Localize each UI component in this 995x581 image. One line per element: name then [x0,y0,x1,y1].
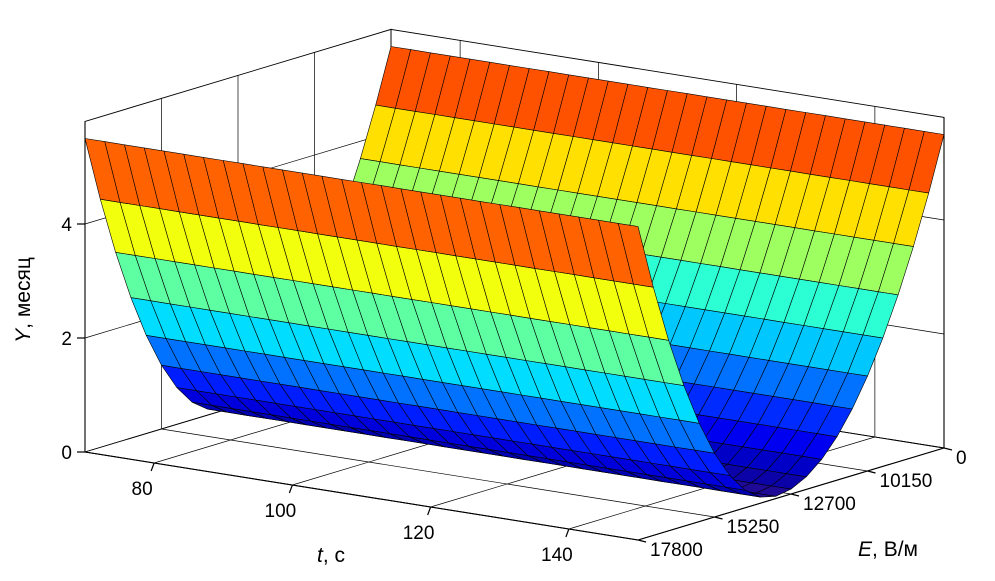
tick-labels: 0 2 4 80 100 120 140 0 10150 12700 15250 17800 [61,215,966,566]
surface-mesh [84,46,945,498]
tick-mark [288,484,293,494]
x-tick-label: 100 [265,501,297,522]
x-tick-label: 80 [132,479,153,500]
y-tick-label: 10150 [880,471,933,492]
tick-mark [867,470,876,474]
tick-mark [943,447,953,451]
z-tick-label: 0 [61,443,72,464]
tick-mark [427,506,432,516]
surface-cell [618,223,654,288]
z-tick-label: 4 [61,215,72,236]
axis-line [84,451,639,541]
tick-mark [637,539,647,543]
y-axis-title: E, В/м [858,538,918,561]
x-tick-label: 140 [541,545,573,566]
axes-front-edges [77,117,953,543]
tick-mark [565,528,570,538]
x-tick-label: 120 [403,523,435,544]
z-axis-title: Y, месяц [12,257,35,343]
x-axis-title: t, с [317,544,345,567]
y-tick-label: 12700 [803,494,856,515]
y-tick-label: 17800 [650,540,703,561]
tick-mark [714,516,723,520]
tick-mark [150,462,155,472]
y-tick-label: 15250 [727,517,780,538]
z-tick-label: 2 [61,329,72,350]
y-tick-label: 0 [956,448,967,469]
tick-mark [790,493,800,497]
grid-line [161,428,715,518]
